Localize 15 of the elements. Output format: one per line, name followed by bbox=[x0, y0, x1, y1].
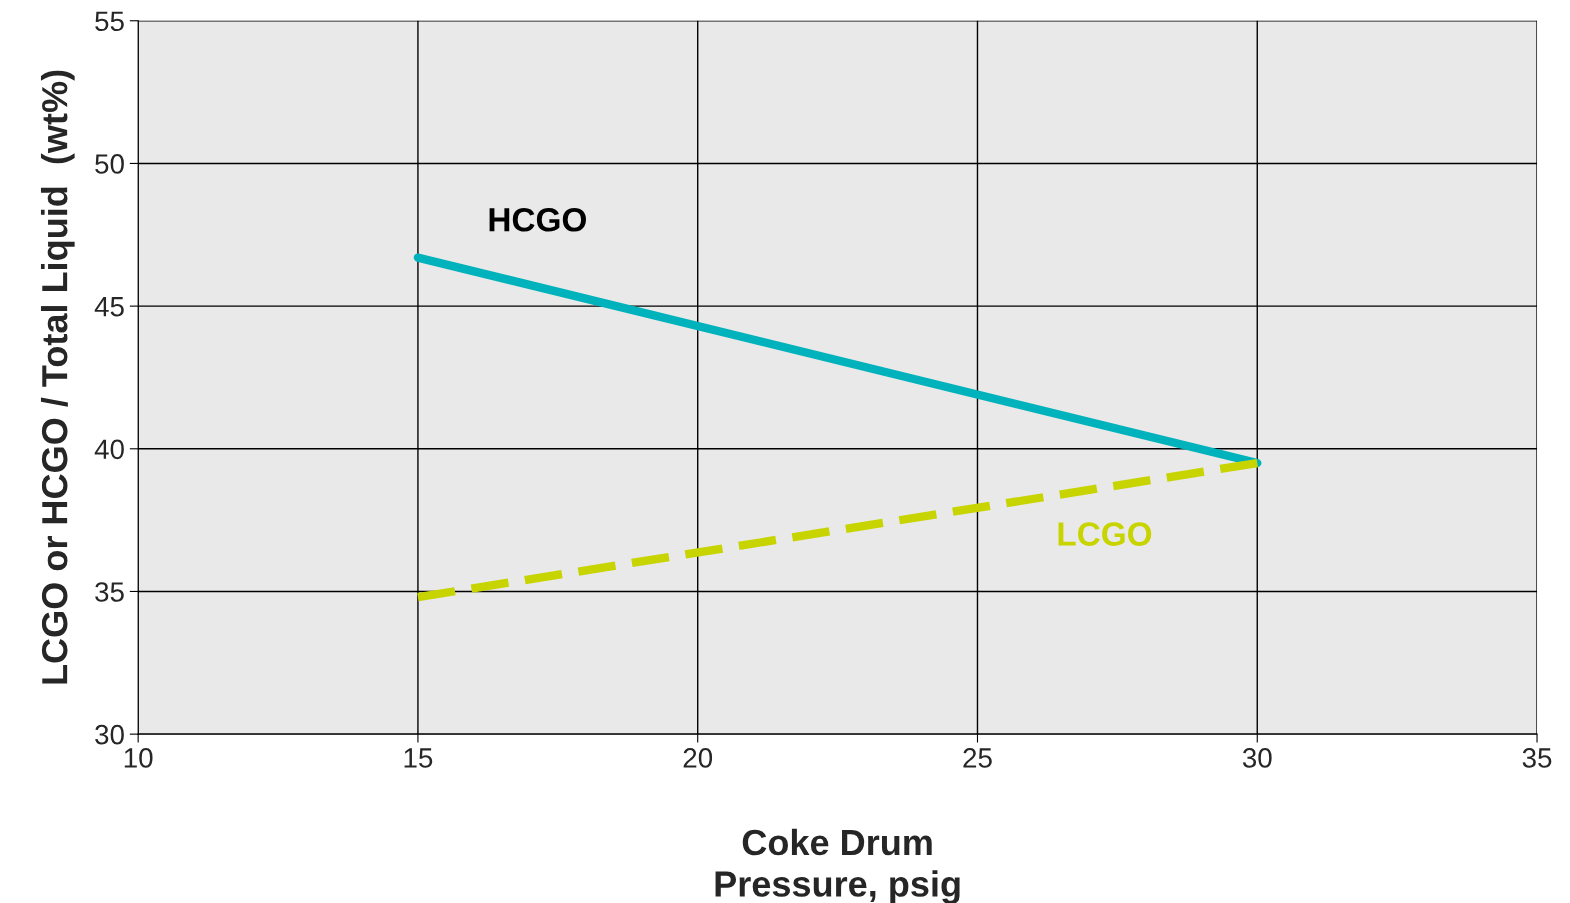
y-tick-label: 45 bbox=[94, 297, 124, 317]
x-tick-label: 20 bbox=[683, 748, 713, 768]
x-tick-label: 30 bbox=[1242, 748, 1272, 768]
x-tick-label: 15 bbox=[404, 748, 433, 768]
y-tick-label: 35 bbox=[95, 582, 124, 602]
series-label: HCGO bbox=[489, 207, 586, 232]
y-tick-label: 30 bbox=[95, 724, 124, 745]
y-tick-label: 50 bbox=[95, 154, 124, 174]
x-tick-label: 25 bbox=[963, 748, 992, 768]
x-tick-label: 35 bbox=[1522, 748, 1552, 768]
y-axis-title: LCGO or HCGO / Total Liquid (wt%) bbox=[40, 70, 75, 684]
y-tick-label: 55 bbox=[95, 11, 124, 32]
series-label: LCGO bbox=[1058, 522, 1152, 546]
x-tick-label: 10 bbox=[124, 748, 153, 768]
y-tick-label: 40 bbox=[94, 439, 124, 460]
